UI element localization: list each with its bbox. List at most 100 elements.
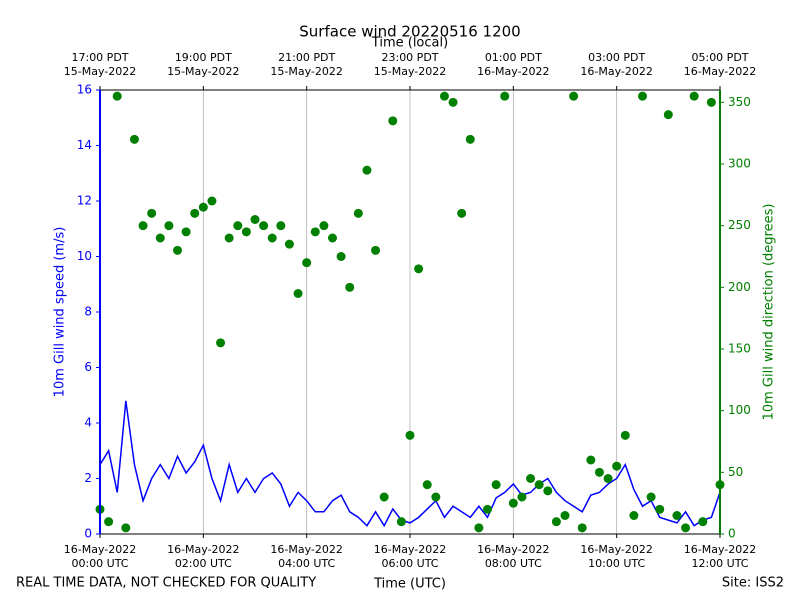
x2-tick-label: 03:00 PDT 16-May-2022: [580, 51, 652, 78]
x-tick-label: 16-May-2022 10:00 UTC: [580, 543, 652, 570]
direction-point: [560, 511, 570, 520]
direction-point: [388, 116, 398, 126]
y2-tick-label: 300: [728, 157, 751, 171]
direction-point: [414, 264, 424, 274]
site-label: Site: ISS2: [722, 576, 784, 591]
x-tick-label: 16-May-2022 08:00 UTC: [477, 543, 549, 570]
direction-point: [164, 221, 174, 231]
direction-point: [448, 97, 458, 107]
direction-point: [500, 91, 510, 101]
x2-tick-label: 17:00 PDT 15-May-2022: [64, 51, 136, 78]
x-tick-label: 16-May-2022 00:00 UTC: [64, 543, 136, 570]
direction-point: [319, 221, 329, 231]
direction-point: [672, 511, 682, 520]
direction-point: [689, 91, 699, 101]
y-tick-label: 4: [84, 416, 92, 430]
y-tick-label: 14: [77, 138, 92, 152]
y-tick-label: 6: [84, 360, 92, 374]
direction-point: [577, 523, 587, 533]
direction-point: [121, 523, 131, 533]
chart-title: Surface wind 20220516 1200: [299, 23, 520, 41]
y-tick-label: 0: [84, 527, 92, 541]
direction-point: [396, 517, 406, 527]
x-axis-label: Time (UTC): [373, 577, 446, 592]
x-tick-label: 16-May-2022 04:00 UTC: [270, 543, 342, 570]
x-tick-label: 16-May-2022 02:00 UTC: [167, 543, 239, 570]
direction-point: [534, 480, 544, 490]
direction-point: [612, 461, 622, 471]
direction-point: [259, 221, 269, 231]
y2-tick-label: 350: [728, 95, 751, 109]
y2-axis-label: 10m Gill wind direction (degrees): [762, 204, 777, 421]
direction-point: [483, 504, 492, 514]
direction-point: [431, 492, 441, 502]
direction-point: [250, 215, 260, 224]
y-tick-label: 10: [77, 249, 92, 263]
direction-point: [620, 430, 630, 440]
direction-point: [336, 252, 346, 261]
direction-point: [439, 91, 449, 101]
direction-point: [646, 492, 656, 502]
y2-tick-label: 150: [728, 342, 751, 356]
y-tick-label: 12: [77, 194, 92, 208]
direction-point: [207, 196, 217, 206]
y-tick-label: 8: [84, 305, 92, 319]
direction-point: [603, 474, 613, 483]
x2-tick-label: 21:00 PDT 15-May-2022: [270, 51, 342, 78]
y2-tick-label: 200: [728, 280, 751, 294]
direction-point: [379, 492, 389, 502]
direction-point: [638, 91, 647, 101]
direction-point: [655, 504, 665, 514]
direction-point: [474, 523, 484, 533]
x2-tick-label: 05:00 PDT 16-May-2022: [684, 51, 756, 78]
direction-point: [508, 498, 518, 508]
direction-point: [155, 233, 165, 243]
direction-point: [422, 480, 432, 490]
direction-point: [457, 208, 467, 218]
direction-point: [147, 208, 157, 218]
direction-point: [310, 227, 320, 237]
y2-tick-label: 0: [728, 527, 736, 541]
direction-point: [198, 202, 208, 212]
direction-point: [267, 233, 277, 243]
direction-point: [233, 221, 243, 231]
direction-point: [543, 486, 553, 496]
y-axis-label: 10m Gill wind speed (m/s): [53, 227, 68, 398]
direction-point: [276, 221, 286, 231]
x2-axis-label: Time (local): [371, 36, 448, 51]
y-tick-label: 2: [84, 471, 92, 485]
direction-point: [293, 289, 303, 298]
direction-point: [706, 97, 716, 107]
direction-point: [302, 258, 312, 268]
direction-point: [284, 239, 294, 249]
direction-point: [353, 208, 363, 218]
x2-tick-label: 19:00 PDT 15-May-2022: [167, 51, 239, 78]
direction-point: [517, 492, 527, 502]
x2-tick-label: 23:00 PDT 15-May-2022: [374, 51, 446, 78]
y-tick-label: 16: [77, 83, 92, 97]
direction-point: [371, 245, 381, 255]
direction-point: [224, 233, 234, 243]
direction-point: [551, 517, 561, 527]
direction-point: [129, 134, 139, 144]
direction-point: [491, 480, 501, 490]
direction-point: [138, 221, 148, 231]
direction-point: [663, 110, 673, 120]
direction-point: [405, 430, 415, 440]
direction-point: [345, 282, 355, 292]
x-tick-label: 16-May-2022 12:00 UTC: [684, 543, 756, 570]
direction-point: [112, 91, 122, 101]
direction-point: [586, 455, 596, 465]
direction-point: [241, 227, 251, 237]
x-tick-label: 16-May-2022 06:00 UTC: [374, 543, 446, 570]
y2-tick-label: 250: [728, 218, 751, 232]
direction-point: [698, 517, 708, 527]
y2-tick-label: 100: [728, 403, 751, 417]
direction-point: [173, 245, 182, 255]
direction-point: [569, 91, 579, 101]
direction-point: [526, 474, 536, 483]
direction-point: [594, 467, 604, 477]
x2-tick-label: 01:00 PDT 16-May-2022: [477, 51, 549, 78]
direction-point: [181, 227, 191, 237]
